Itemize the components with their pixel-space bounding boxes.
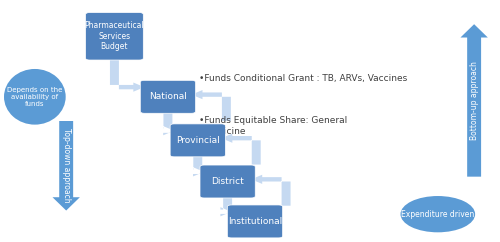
- Text: •Funds Equitable Share: General
  Medicine: •Funds Equitable Share: General Medicine: [199, 116, 348, 136]
- Text: Provincial: Provincial: [176, 136, 220, 145]
- FancyBboxPatch shape: [200, 165, 255, 198]
- Ellipse shape: [400, 196, 475, 232]
- Text: Depends on the
availability of
funds: Depends on the availability of funds: [7, 87, 62, 107]
- FancyBboxPatch shape: [170, 124, 226, 157]
- Text: Institutional: Institutional: [228, 217, 282, 226]
- Polygon shape: [222, 134, 260, 165]
- Text: Top-down approach: Top-down approach: [62, 129, 70, 203]
- Text: Pharmaceutical
Services
Budget: Pharmaceutical Services Budget: [84, 21, 144, 51]
- FancyBboxPatch shape: [86, 13, 143, 60]
- Text: Expenditure driven: Expenditure driven: [401, 210, 474, 219]
- FancyBboxPatch shape: [228, 205, 282, 238]
- Text: District: District: [211, 177, 244, 186]
- Polygon shape: [220, 196, 232, 216]
- Polygon shape: [163, 111, 174, 135]
- Polygon shape: [110, 58, 144, 92]
- Polygon shape: [193, 155, 204, 176]
- Polygon shape: [252, 175, 290, 206]
- Text: National: National: [149, 92, 187, 101]
- FancyBboxPatch shape: [140, 80, 196, 113]
- Text: •Funds Conditional Grant : TB, ARVs, Vaccines: •Funds Conditional Grant : TB, ARVs, Vac…: [199, 74, 408, 83]
- Polygon shape: [52, 121, 80, 211]
- Text: Bottom-up approach: Bottom-up approach: [470, 61, 478, 140]
- Polygon shape: [460, 24, 488, 177]
- Polygon shape: [192, 90, 231, 121]
- Ellipse shape: [4, 69, 66, 125]
